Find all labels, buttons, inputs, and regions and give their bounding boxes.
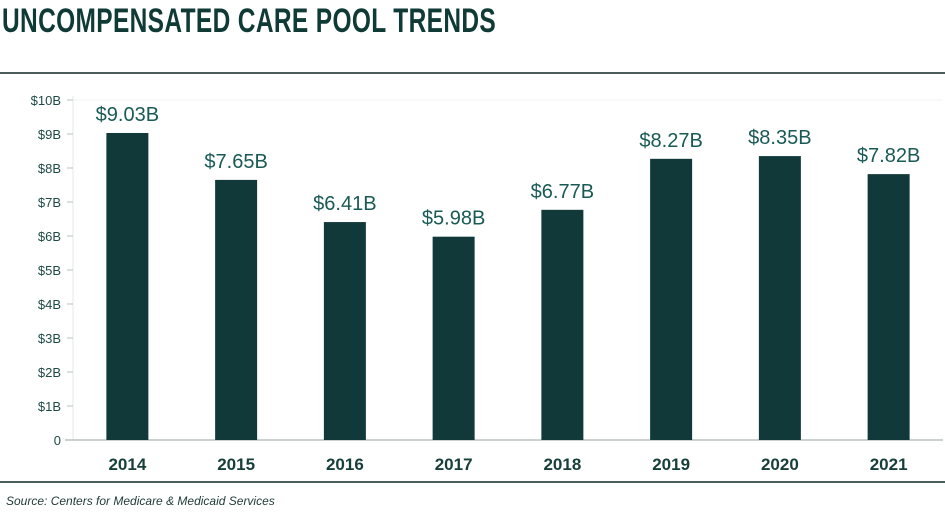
chart-title: UNCOMPENSATED CARE POOL TRENDS xyxy=(2,2,497,40)
x-tick-label: 2021 xyxy=(870,455,908,474)
data-label: $7.82B xyxy=(857,145,920,167)
x-tick-label: 2017 xyxy=(435,455,473,474)
y-tick-label: $9B xyxy=(38,127,61,142)
y-tick-label: $6B xyxy=(38,229,61,244)
bottom-divider xyxy=(0,481,945,483)
y-tick-label: $10B xyxy=(31,93,61,108)
y-tick-label: $2B xyxy=(38,365,61,380)
bar-2015 xyxy=(215,179,258,440)
data-label: $9.03B xyxy=(96,104,159,126)
top-divider xyxy=(0,72,945,74)
y-tick-label: $3B xyxy=(38,331,61,346)
x-tick-label: 2014 xyxy=(108,455,146,474)
y-tick-label: $4B xyxy=(38,297,61,312)
y-tick-label: 0 xyxy=(54,433,61,448)
x-tick-label: 2019 xyxy=(652,455,690,474)
y-tick-label: $1B xyxy=(38,399,61,414)
bar-2014 xyxy=(106,132,149,441)
bar-2016 xyxy=(323,222,366,440)
source-note: Source: Centers for Medicare & Medicaid … xyxy=(6,494,275,508)
bar-2020 xyxy=(758,156,801,440)
x-tick-label: 2015 xyxy=(217,455,255,474)
data-label: $5.98B xyxy=(422,208,485,230)
y-tick-label: $8B xyxy=(38,161,61,176)
x-tick-label: 2018 xyxy=(543,455,581,474)
bar-2017 xyxy=(432,236,475,440)
bar-2021 xyxy=(867,174,910,440)
bar-2019 xyxy=(650,158,693,440)
x-tick-label: 2020 xyxy=(761,455,799,474)
bar-2018 xyxy=(541,209,584,440)
data-label: $6.77B xyxy=(531,181,594,203)
x-tick-label: 2016 xyxy=(326,455,364,474)
data-label: $8.35B xyxy=(748,127,811,149)
y-tick-label: $7B xyxy=(38,195,61,210)
data-label: $8.27B xyxy=(639,130,702,152)
data-label: $7.65B xyxy=(204,151,267,173)
data-label: $6.41B xyxy=(313,193,376,215)
y-tick-label: $5B xyxy=(38,263,61,278)
